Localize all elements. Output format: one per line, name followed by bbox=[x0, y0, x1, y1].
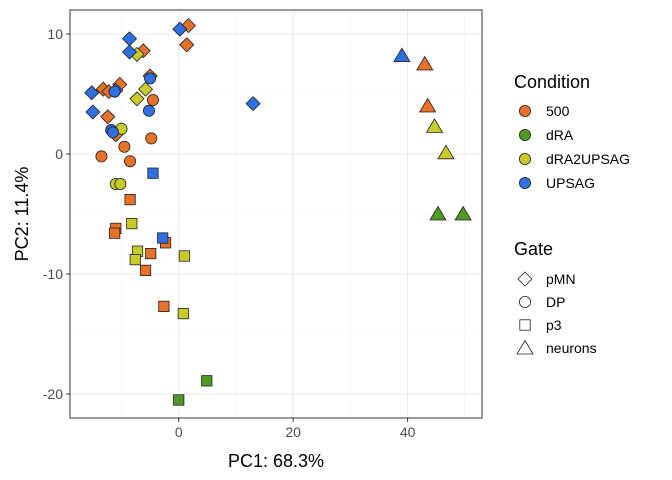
data-point-circle bbox=[144, 72, 157, 85]
data-point-circle bbox=[114, 177, 127, 190]
data-point-triangle bbox=[425, 118, 444, 133]
y-tick-label: -10 bbox=[43, 266, 63, 282]
data-point-square bbox=[201, 375, 213, 387]
data-points bbox=[84, 18, 472, 406]
x-axis-ticks: 0 20 40 bbox=[175, 418, 416, 440]
major-gridlines bbox=[70, 10, 482, 418]
data-point-triangle bbox=[429, 205, 447, 221]
data-point-square bbox=[178, 250, 191, 262]
data-point-square bbox=[177, 307, 189, 320]
gate-legend-key-square bbox=[519, 319, 531, 331]
data-point-triangle bbox=[416, 55, 434, 71]
gate-legend-key-triangle bbox=[516, 339, 534, 355]
data-point-square bbox=[173, 394, 185, 406]
data-point-triangle bbox=[437, 144, 455, 160]
x-tick-label: 20 bbox=[285, 424, 301, 440]
y-tick-label: 0 bbox=[55, 146, 63, 162]
data-point-circle bbox=[124, 155, 137, 168]
data-point-circle bbox=[118, 140, 131, 153]
data-point-circle bbox=[95, 150, 108, 163]
gate-legend-label: p3 bbox=[546, 317, 562, 333]
y-tick-label: 10 bbox=[47, 26, 63, 42]
data-point-diamond bbox=[84, 85, 100, 101]
gate-legend-title: Gate bbox=[514, 239, 553, 259]
data-point-diamond bbox=[121, 44, 138, 60]
data-point-diamond bbox=[172, 21, 188, 37]
gate-legend-label: pMN bbox=[546, 271, 576, 287]
condition-legend-key bbox=[519, 152, 532, 165]
data-point-circle bbox=[108, 85, 121, 98]
data-point-triangle bbox=[454, 205, 472, 221]
data-point-square bbox=[126, 217, 138, 230]
y-tick-label: -20 bbox=[43, 386, 63, 402]
data-point-diamond bbox=[137, 81, 154, 97]
data-point-circle bbox=[106, 126, 119, 139]
x-tick-label: 40 bbox=[400, 424, 416, 440]
x-tick-label: 0 bbox=[175, 424, 183, 440]
data-point-square bbox=[158, 300, 170, 313]
data-point-circle bbox=[145, 132, 158, 145]
data-point-square bbox=[147, 167, 159, 179]
y-axis-ticks: 10 0 -10 -20 bbox=[43, 26, 70, 402]
data-point-triangle bbox=[418, 97, 437, 113]
gate-legend-key-circle bbox=[519, 295, 532, 308]
data-point-triangle bbox=[393, 47, 411, 62]
data-point-square bbox=[145, 247, 157, 260]
condition-legend-label: UPSAG bbox=[546, 175, 595, 191]
data-point-circle bbox=[142, 104, 155, 117]
gate-legend-label: neurons bbox=[546, 340, 597, 356]
plot-border bbox=[69, 9, 483, 419]
x-axis-title: PC1: 68.3% bbox=[228, 451, 324, 471]
data-point-square bbox=[109, 227, 121, 239]
data-point-square bbox=[129, 253, 141, 266]
condition-legend-key bbox=[519, 176, 532, 189]
condition-legend-key bbox=[519, 128, 532, 141]
data-point-square bbox=[157, 232, 169, 244]
data-point-square bbox=[124, 193, 136, 206]
condition-legend-label: dRA2UPSAG bbox=[546, 151, 630, 167]
data-point-square bbox=[139, 264, 152, 277]
data-point-diamond bbox=[245, 96, 261, 112]
data-point-diamond bbox=[100, 109, 116, 125]
gate-legend: Gate pMN DP p3 neurons bbox=[514, 239, 597, 356]
data-point-diamond bbox=[179, 37, 195, 53]
condition-legend: Condition 500 dRA dRA2UPSAG UPSAG bbox=[514, 72, 630, 191]
gate-legend-key-diamond bbox=[517, 271, 533, 287]
condition-legend-key bbox=[519, 105, 532, 118]
condition-legend-label: dRA bbox=[546, 127, 574, 143]
gate-legend-label: DP bbox=[546, 294, 565, 310]
data-point-circle bbox=[146, 94, 159, 107]
minor-gridlines bbox=[70, 10, 482, 418]
data-point-diamond bbox=[129, 91, 145, 107]
data-point-diamond bbox=[85, 104, 101, 120]
y-axis-title: PC2: 11.4% bbox=[12, 167, 32, 262]
condition-legend-label: 500 bbox=[546, 103, 570, 119]
condition-legend-title: Condition bbox=[514, 72, 590, 92]
